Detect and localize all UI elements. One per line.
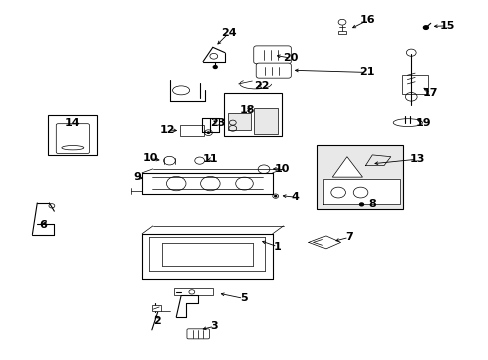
Ellipse shape [392, 119, 422, 127]
Text: 19: 19 [415, 118, 431, 128]
Bar [316, 145, 403, 209]
Polygon shape [331, 157, 362, 177]
Circle shape [213, 66, 217, 68]
Bar [401, 75, 427, 94]
Bar [173, 288, 212, 296]
Text: 14: 14 [65, 118, 81, 128]
Bar [152, 305, 160, 311]
Text: 5: 5 [239, 293, 247, 303]
FancyBboxPatch shape [253, 46, 291, 64]
Circle shape [423, 26, 427, 30]
FancyBboxPatch shape [256, 63, 291, 78]
Bar [254, 108, 277, 134]
Text: 6: 6 [40, 220, 47, 230]
Text: 15: 15 [439, 21, 454, 31]
Ellipse shape [172, 86, 189, 95]
Ellipse shape [62, 145, 83, 150]
Text: 20: 20 [283, 53, 298, 63]
Text: 2: 2 [153, 316, 160, 325]
Text: 12: 12 [160, 125, 175, 135]
Circle shape [359, 203, 363, 206]
Text: 21: 21 [358, 67, 373, 77]
FancyBboxPatch shape [56, 124, 89, 153]
Text: 13: 13 [408, 154, 424, 164]
Circle shape [274, 195, 276, 197]
Circle shape [207, 132, 209, 134]
Bar [224, 93, 281, 136]
Text: 11: 11 [202, 154, 218, 164]
Text: 10: 10 [274, 163, 289, 174]
Text: 16: 16 [359, 15, 374, 26]
Text: 23: 23 [210, 118, 225, 128]
Text: 1: 1 [273, 242, 281, 252]
Bar [227, 113, 251, 130]
Text: 18: 18 [239, 105, 254, 115]
FancyBboxPatch shape [186, 329, 209, 339]
Polygon shape [322, 179, 399, 204]
Text: 4: 4 [291, 192, 299, 202]
Text: 9: 9 [133, 172, 141, 182]
Text: 3: 3 [210, 321, 218, 331]
Text: 24: 24 [221, 28, 236, 38]
Text: 7: 7 [344, 232, 352, 242]
Text: 10: 10 [142, 153, 157, 163]
Bar [48, 116, 97, 155]
Text: 22: 22 [253, 81, 269, 91]
Bar [180, 126, 203, 136]
Text: 8: 8 [367, 199, 375, 210]
Text: 17: 17 [422, 88, 438, 98]
Bar [337, 31, 345, 34]
